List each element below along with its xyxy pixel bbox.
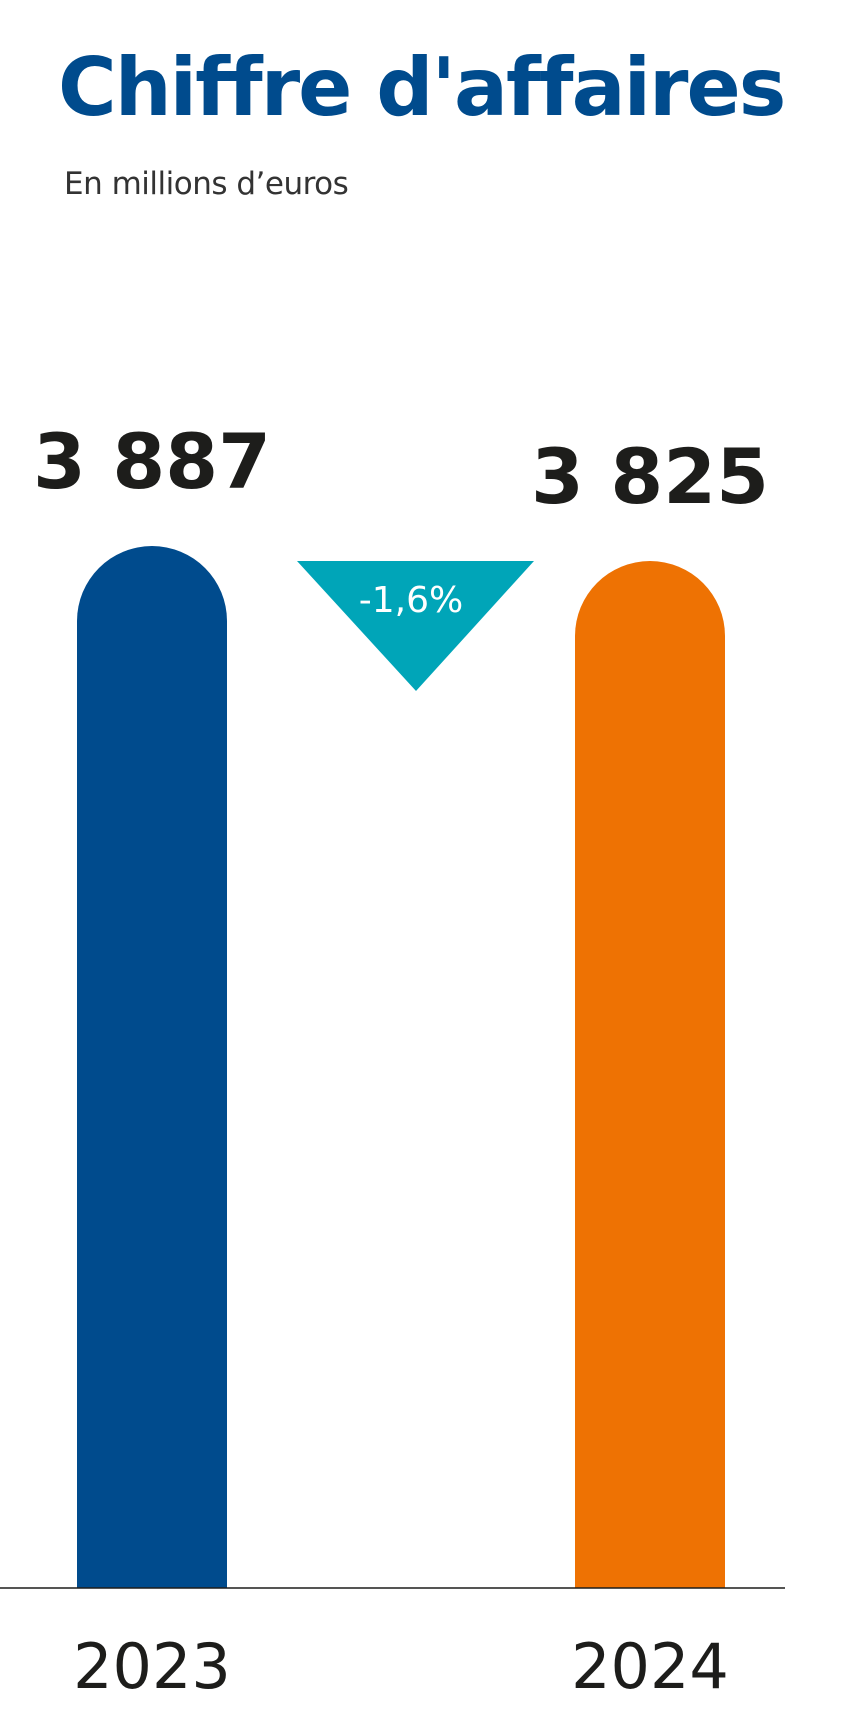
change-down-triangle — [297, 561, 534, 691]
labels-group: 3 887 2023 3 825 2024 — [33, 417, 769, 1703]
category-label-2024: 2024 — [571, 1630, 729, 1703]
bars-group — [77, 546, 725, 1588]
bar-2024 — [575, 561, 725, 1588]
change-label: -1,6% — [359, 580, 463, 621]
chart-title: Chiffre d'affaires — [58, 41, 786, 134]
chart-subtitle: En millions d’euros — [64, 166, 349, 202]
category-label-2023: 2023 — [73, 1630, 231, 1703]
value-label-2023: 3 887 — [33, 417, 271, 506]
change-badge: -1,6% — [297, 561, 534, 691]
value-label-2024: 3 825 — [531, 432, 769, 521]
bar-2023 — [77, 546, 227, 1588]
